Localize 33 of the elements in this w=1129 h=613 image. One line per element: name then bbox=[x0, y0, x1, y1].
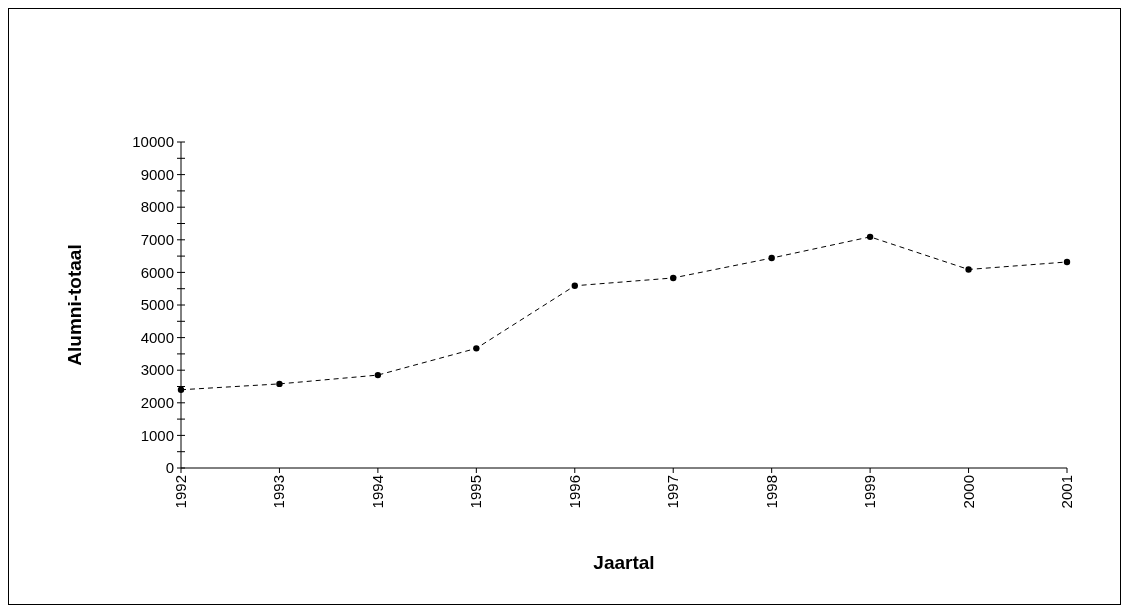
point bbox=[571, 282, 578, 289]
x-tick-label: 1994 bbox=[368, 475, 386, 509]
y-tick-label: 10000 bbox=[132, 133, 174, 151]
y-tick-label: 7000 bbox=[140, 231, 174, 249]
x-tick-label: 1998 bbox=[762, 475, 780, 509]
y-tick-label: 0 bbox=[165, 459, 174, 477]
x-tick-label: 1993 bbox=[270, 475, 288, 509]
point bbox=[965, 266, 972, 273]
x-tick-label: 2000 bbox=[959, 475, 977, 509]
x-tick-label: 1995 bbox=[467, 475, 485, 509]
y-tick-label: 2000 bbox=[140, 394, 174, 412]
y-tick-label: 4000 bbox=[140, 328, 174, 346]
point bbox=[473, 345, 480, 352]
y-tick-label: 9000 bbox=[140, 165, 174, 183]
point bbox=[374, 371, 382, 379]
x-axis-title: Jaartal bbox=[593, 552, 655, 573]
x-tick-label: 1992 bbox=[172, 475, 189, 509]
point bbox=[670, 274, 677, 282]
point bbox=[768, 254, 775, 262]
point bbox=[1063, 258, 1071, 266]
y-tick-label: 8000 bbox=[140, 198, 174, 216]
x-tick-label: 1996 bbox=[565, 475, 583, 509]
point bbox=[276, 380, 283, 388]
y-tick-label: 3000 bbox=[140, 361, 174, 379]
y-tick-label: 1000 bbox=[140, 426, 174, 444]
point bbox=[866, 233, 874, 241]
y-tick-label: 6000 bbox=[140, 263, 174, 281]
y-tick-label: 5000 bbox=[140, 296, 174, 314]
y-axis-title: Alumni-totaal bbox=[64, 244, 85, 366]
x-tick-label: 1997 bbox=[664, 475, 682, 509]
x-tick-label: 1999 bbox=[861, 475, 879, 509]
point bbox=[177, 386, 185, 393]
x-tick-label: 2001 bbox=[1058, 475, 1075, 509]
